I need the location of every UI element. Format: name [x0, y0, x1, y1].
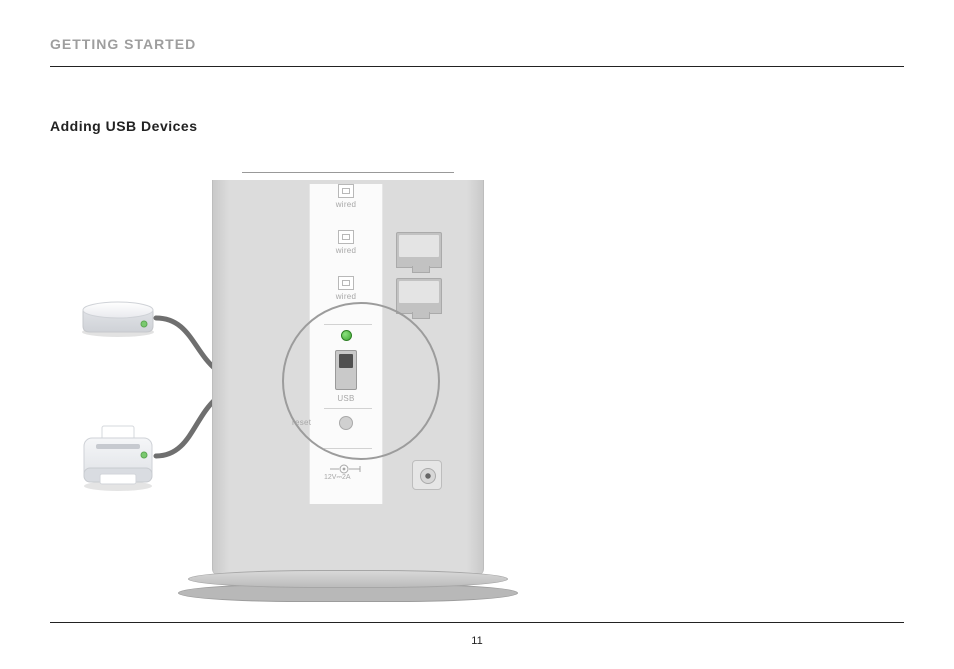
status-led-icon: [341, 330, 352, 341]
router-body: wired wired wired: [212, 180, 484, 575]
power-row: 12V⎓2A: [310, 464, 382, 482]
figure: wired wired wired: [78, 172, 538, 602]
power-jack-icon: [412, 460, 442, 490]
router-device: wired wired wired: [208, 172, 488, 602]
port-label: wired: [310, 292, 382, 301]
chapter-title: GETTING STARTED: [50, 36, 904, 62]
header-rule: [50, 66, 904, 67]
power-label: 12V⎓2A: [310, 474, 382, 482]
device-top-cut-line: [242, 172, 454, 173]
usb-port-icon: [335, 350, 357, 390]
wired-port-row-1: wired: [310, 184, 382, 209]
port-label: wired: [310, 246, 382, 255]
ethernet-jack: [396, 232, 442, 268]
reset-label: reset: [292, 418, 311, 427]
footer-rule: [50, 622, 904, 623]
ethernet-icon: [338, 276, 354, 290]
panel-divider: [324, 324, 372, 325]
panel-divider: [324, 408, 372, 409]
ethernet-jack: [396, 278, 442, 314]
page-number: 11: [0, 635, 954, 647]
power-symbol-icon: [310, 464, 382, 474]
base-top: [188, 570, 508, 588]
reset-button-icon: [339, 416, 353, 430]
page-header: GETTING STARTED: [50, 36, 904, 67]
wired-port-row-3: wired: [310, 276, 382, 301]
section-title: Adding USB Devices: [50, 118, 197, 134]
port-panel: wired wired wired: [309, 184, 383, 504]
status-led-row: [310, 330, 382, 341]
ethernet-icon: [338, 184, 354, 198]
usb-port-row: USB: [310, 344, 382, 403]
wired-port-row-2: wired: [310, 230, 382, 255]
port-label: wired: [310, 200, 382, 209]
router-base: [178, 566, 518, 602]
ethernet-icon: [338, 230, 354, 244]
usb-label: USB: [310, 394, 382, 403]
reset-row: reset: [310, 416, 382, 430]
panel-divider: [324, 448, 372, 449]
